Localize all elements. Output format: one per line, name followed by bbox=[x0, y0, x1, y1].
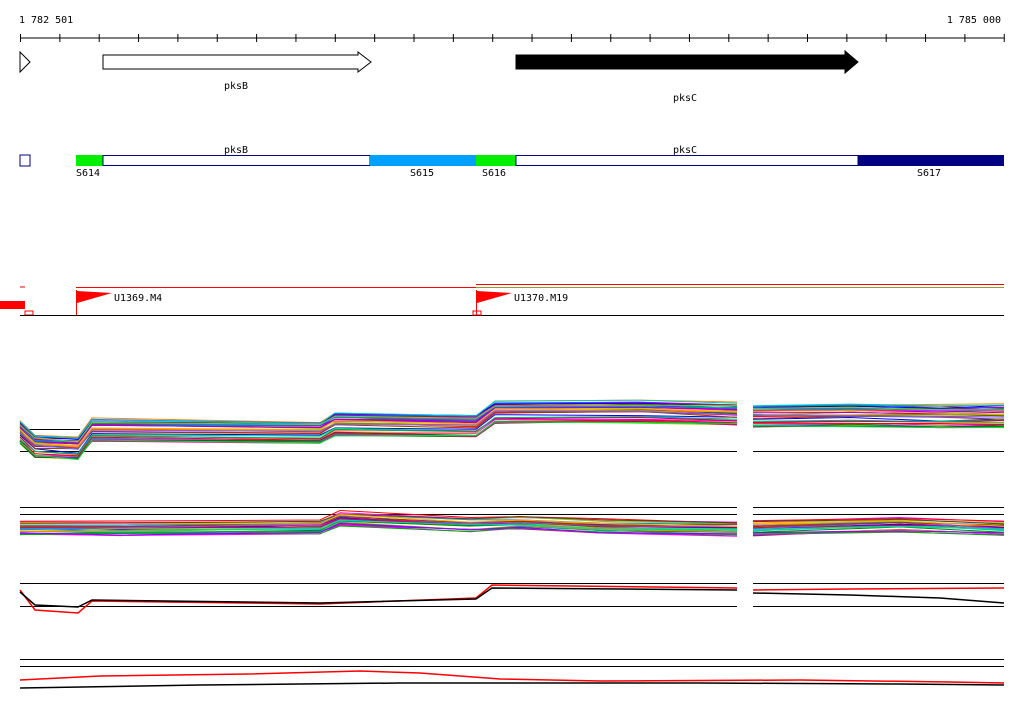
tu-left-block bbox=[0, 301, 25, 309]
expression-series-line bbox=[19, 404, 738, 443]
expression-track-1 bbox=[19, 399, 1005, 461]
segment-S616[interactable] bbox=[476, 155, 516, 166]
tu-left-small-box bbox=[24, 310, 34, 316]
gene-arrow-partial bbox=[19, 50, 31, 74]
tu-U1369-flag-icon bbox=[77, 291, 112, 303]
expression-series-red bbox=[752, 587, 1005, 591]
expression-track-3 bbox=[19, 583, 1005, 614]
expression-series-line bbox=[19, 414, 738, 454]
expression-series-line bbox=[19, 402, 738, 441]
expression-series-line bbox=[19, 407, 738, 447]
segment-gene-label-pksC: pksC bbox=[673, 145, 697, 156]
ruler-ticks bbox=[20, 34, 1005, 42]
expression-series-line bbox=[752, 406, 1005, 411]
expression-series-red bbox=[19, 584, 738, 614]
expression-series-black bbox=[19, 682, 1005, 689]
expression-series-line bbox=[752, 517, 1005, 522]
expression-series-line bbox=[752, 414, 1005, 418]
tu-U1370-small-box bbox=[472, 310, 482, 316]
expression-series-black bbox=[752, 592, 1005, 604]
expression-series-line bbox=[19, 522, 738, 536]
gene-arrow-pksB[interactable] bbox=[102, 50, 372, 74]
expression-series-line bbox=[19, 516, 738, 528]
expression-series-line bbox=[19, 513, 738, 527]
expression-series-line bbox=[19, 421, 738, 461]
tu-label-U1369[interactable]: U1369.M4 bbox=[114, 293, 162, 304]
expression-series-line bbox=[752, 403, 1005, 407]
expression-series-line bbox=[19, 525, 738, 536]
expression-series-line bbox=[19, 410, 738, 450]
expression-series-black bbox=[19, 587, 738, 608]
gene-label-pksB: pksB bbox=[224, 81, 248, 92]
segment-label-S617: S617 bbox=[917, 168, 941, 179]
segment-gene-label-pksB: pksB bbox=[224, 145, 248, 156]
expression-series-line bbox=[752, 404, 1005, 409]
segment-label-S615: S615 bbox=[410, 168, 434, 179]
expression-series-line bbox=[19, 410, 738, 450]
gene-track: pksB pksC bbox=[19, 49, 859, 104]
expression-series-line bbox=[752, 425, 1005, 429]
expression-series-line bbox=[752, 405, 1005, 409]
expression-series-line bbox=[752, 530, 1005, 534]
ruler-start-label: 1 782 501 bbox=[19, 15, 73, 26]
expression-series-line bbox=[752, 419, 1005, 423]
segment-label-S614: S614 bbox=[76, 168, 100, 179]
expression-series-line bbox=[752, 422, 1005, 425]
expression-series-line bbox=[19, 416, 738, 455]
expression-series-line bbox=[752, 520, 1005, 527]
segment-partial-marker bbox=[19, 154, 31, 167]
transcription-unit-track: U1369.M4 U1370.M19 bbox=[0, 284, 1004, 316]
expression-track-2 bbox=[19, 507, 1005, 537]
coordinate-ruler: 1 782 501 1 785 000 bbox=[19, 15, 1005, 42]
expression-series-line bbox=[752, 526, 1005, 530]
expression-series-line bbox=[19, 509, 738, 524]
segment-gene-pksC bbox=[515, 155, 859, 166]
tu-U1370-flag-icon bbox=[477, 291, 512, 303]
segment-label-S616: S616 bbox=[482, 168, 506, 179]
segment-track: pksB pksC S614 S615 S616 S617 bbox=[19, 145, 1004, 179]
expression-track-4 bbox=[19, 659, 1005, 689]
gene-label-pksC: pksC bbox=[673, 93, 697, 104]
segment-S615[interactable] bbox=[370, 155, 476, 166]
expression-series-red bbox=[19, 670, 1005, 684]
segment-S617[interactable] bbox=[858, 155, 1004, 166]
expression-series-line bbox=[752, 531, 1005, 536]
ruler-end-label: 1 785 000 bbox=[947, 15, 1001, 26]
expression-series-line bbox=[752, 419, 1005, 423]
expression-series-line bbox=[19, 406, 738, 445]
expression-series-line bbox=[752, 416, 1005, 422]
expression-series-line bbox=[19, 513, 738, 524]
expression-series-line bbox=[19, 399, 738, 439]
gene-arrow-pksC[interactable] bbox=[515, 49, 859, 75]
expression-series-line bbox=[19, 405, 738, 443]
tu-label-U1370[interactable]: U1370.M19 bbox=[514, 293, 568, 304]
expression-series-line bbox=[19, 519, 738, 532]
expression-series-line bbox=[752, 413, 1005, 416]
expression-series-line bbox=[752, 410, 1005, 415]
expression-series-line bbox=[752, 411, 1005, 415]
segment-gene-pksB bbox=[102, 155, 371, 166]
expression-series-line bbox=[752, 518, 1005, 525]
segment-S614[interactable] bbox=[76, 155, 103, 166]
